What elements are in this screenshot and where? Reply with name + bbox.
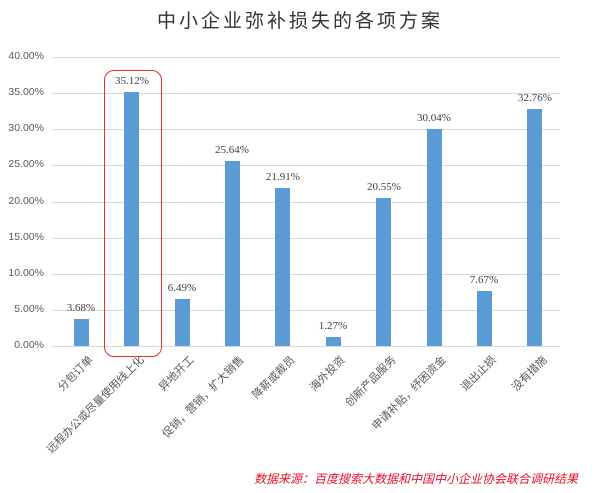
bar [175, 299, 190, 346]
gridline [52, 202, 560, 203]
y-axis-tick-label: 5.00% [14, 303, 44, 315]
gridline [52, 57, 560, 58]
bar-value-label: 1.27% [318, 320, 348, 332]
gridline [52, 346, 560, 347]
bar-value-label: 7.67% [469, 274, 499, 286]
y-axis-tick-label: 15.00% [8, 231, 44, 243]
gridline [52, 238, 560, 239]
bar-value-label: 25.64% [215, 144, 249, 156]
x-axis-category-label: 分包订单 [55, 353, 96, 394]
bar [275, 188, 290, 346]
x-axis-category-label: 海外投资 [307, 353, 348, 394]
data-source-note: 数据来源：百度搜索大数据和中国中小企业协会联合调研结果 [253, 472, 578, 486]
bar-value-label: 32.76% [518, 92, 552, 104]
y-axis-tick-label: 0.00% [14, 339, 44, 351]
x-axis-category-label: 没有措施 [509, 353, 550, 394]
gridline [52, 165, 560, 166]
y-axis-tick-label: 10.00% [8, 267, 44, 279]
x-axis-category-label: 降薪或裁员 [249, 353, 298, 402]
y-axis-tick-label: 40.00% [8, 50, 44, 62]
bar-value-label: 35.12% [115, 75, 149, 87]
bar-value-label: 21.91% [266, 171, 300, 183]
y-axis-tick-label: 20.00% [8, 195, 44, 207]
highlight-box [104, 70, 162, 357]
y-axis-tick-label: 25.00% [8, 158, 44, 170]
gridline [52, 310, 560, 311]
bar [225, 161, 240, 346]
y-axis-tick-label: 35.00% [8, 86, 44, 98]
gridline [52, 93, 560, 94]
bar-value-label: 30.04% [417, 112, 451, 124]
bar [427, 129, 442, 346]
chart-title: 中小企业弥补损失的各项方案 [156, 10, 443, 32]
bar [527, 109, 542, 346]
gridline [52, 274, 560, 275]
bar [124, 92, 139, 346]
bar-value-label: 3.68% [66, 302, 96, 314]
x-axis-category-label: 异地开工 [156, 353, 197, 394]
bar [74, 319, 89, 346]
bar-value-label: 6.49% [167, 282, 197, 294]
x-axis-category-label: 远程办公或尽量使用线上化 [44, 353, 147, 456]
bar [376, 198, 391, 346]
bar-value-label: 20.55% [367, 181, 401, 193]
bar [326, 337, 341, 346]
bar [477, 291, 492, 346]
y-axis-tick-label: 30.00% [8, 122, 44, 134]
x-axis-category-label: 退出止损 [458, 353, 499, 394]
gridline [52, 129, 560, 130]
